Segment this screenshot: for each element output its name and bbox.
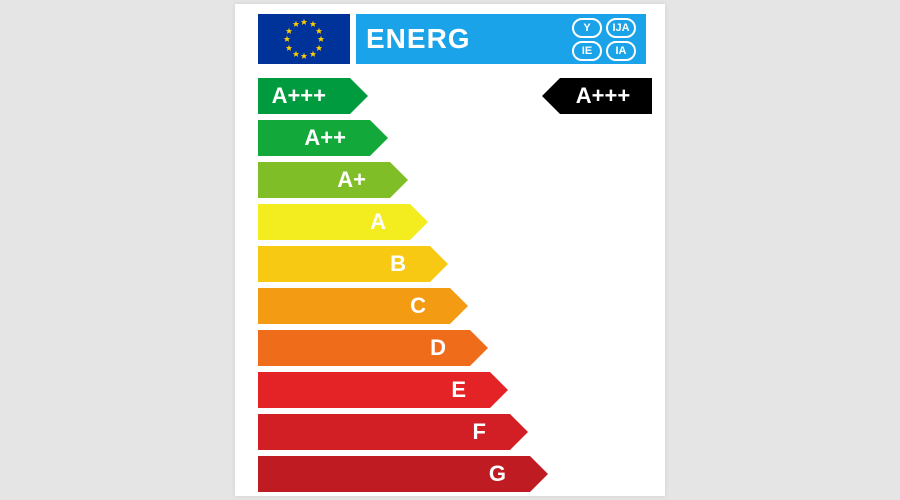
lang-badge: IA	[606, 41, 636, 61]
eu-star-icon	[301, 19, 308, 26]
rating-bar-label: C	[410, 293, 426, 319]
eu-star-icon	[292, 50, 299, 57]
eu-star-icon	[292, 21, 299, 28]
badge-grid: YIJAIEIA	[572, 18, 636, 61]
lang-badge: IE	[572, 41, 602, 61]
rating-bar-label: D	[430, 335, 446, 361]
eu-star-icon	[309, 50, 316, 57]
product-rating-tag: A+++	[560, 78, 652, 114]
rating-bar: G	[258, 456, 530, 492]
energ-title: ENERG	[366, 23, 471, 55]
eu-flag	[258, 14, 350, 64]
rating-bar-label: A+	[337, 167, 366, 193]
rating-bar-label: A+++	[272, 83, 326, 109]
lang-badge: Y	[572, 18, 602, 38]
rating-bar: A	[258, 204, 410, 240]
product-rating-label: A+++	[576, 83, 630, 109]
eu-star-icon	[315, 44, 322, 51]
rating-bar-label: A++	[304, 125, 346, 151]
rating-bar: B	[258, 246, 430, 282]
rating-bar-label: F	[473, 419, 486, 445]
rating-bar-label: A	[370, 209, 386, 235]
eu-star-icon	[284, 36, 291, 43]
eu-star-icon	[315, 27, 322, 34]
eu-star-icon	[301, 53, 308, 60]
eu-star-icon	[286, 27, 293, 34]
energ-box: ENERG YIJAIEIA	[356, 14, 646, 64]
rating-bar-label: G	[489, 461, 506, 487]
rating-bar: D	[258, 330, 470, 366]
rating-bar: A+	[258, 162, 390, 198]
header: ENERG YIJAIEIA	[258, 14, 646, 64]
eu-star-icon	[286, 44, 293, 51]
rating-bar: A+++	[258, 78, 350, 114]
rating-bar: A++	[258, 120, 370, 156]
eu-star-icon	[318, 36, 325, 43]
rating-bar: E	[258, 372, 490, 408]
rating-bar-label: B	[390, 251, 406, 277]
rating-bar: C	[258, 288, 450, 324]
rating-bar-label: E	[451, 377, 466, 403]
lang-badge: IJA	[606, 18, 636, 38]
rating-bar: F	[258, 414, 510, 450]
